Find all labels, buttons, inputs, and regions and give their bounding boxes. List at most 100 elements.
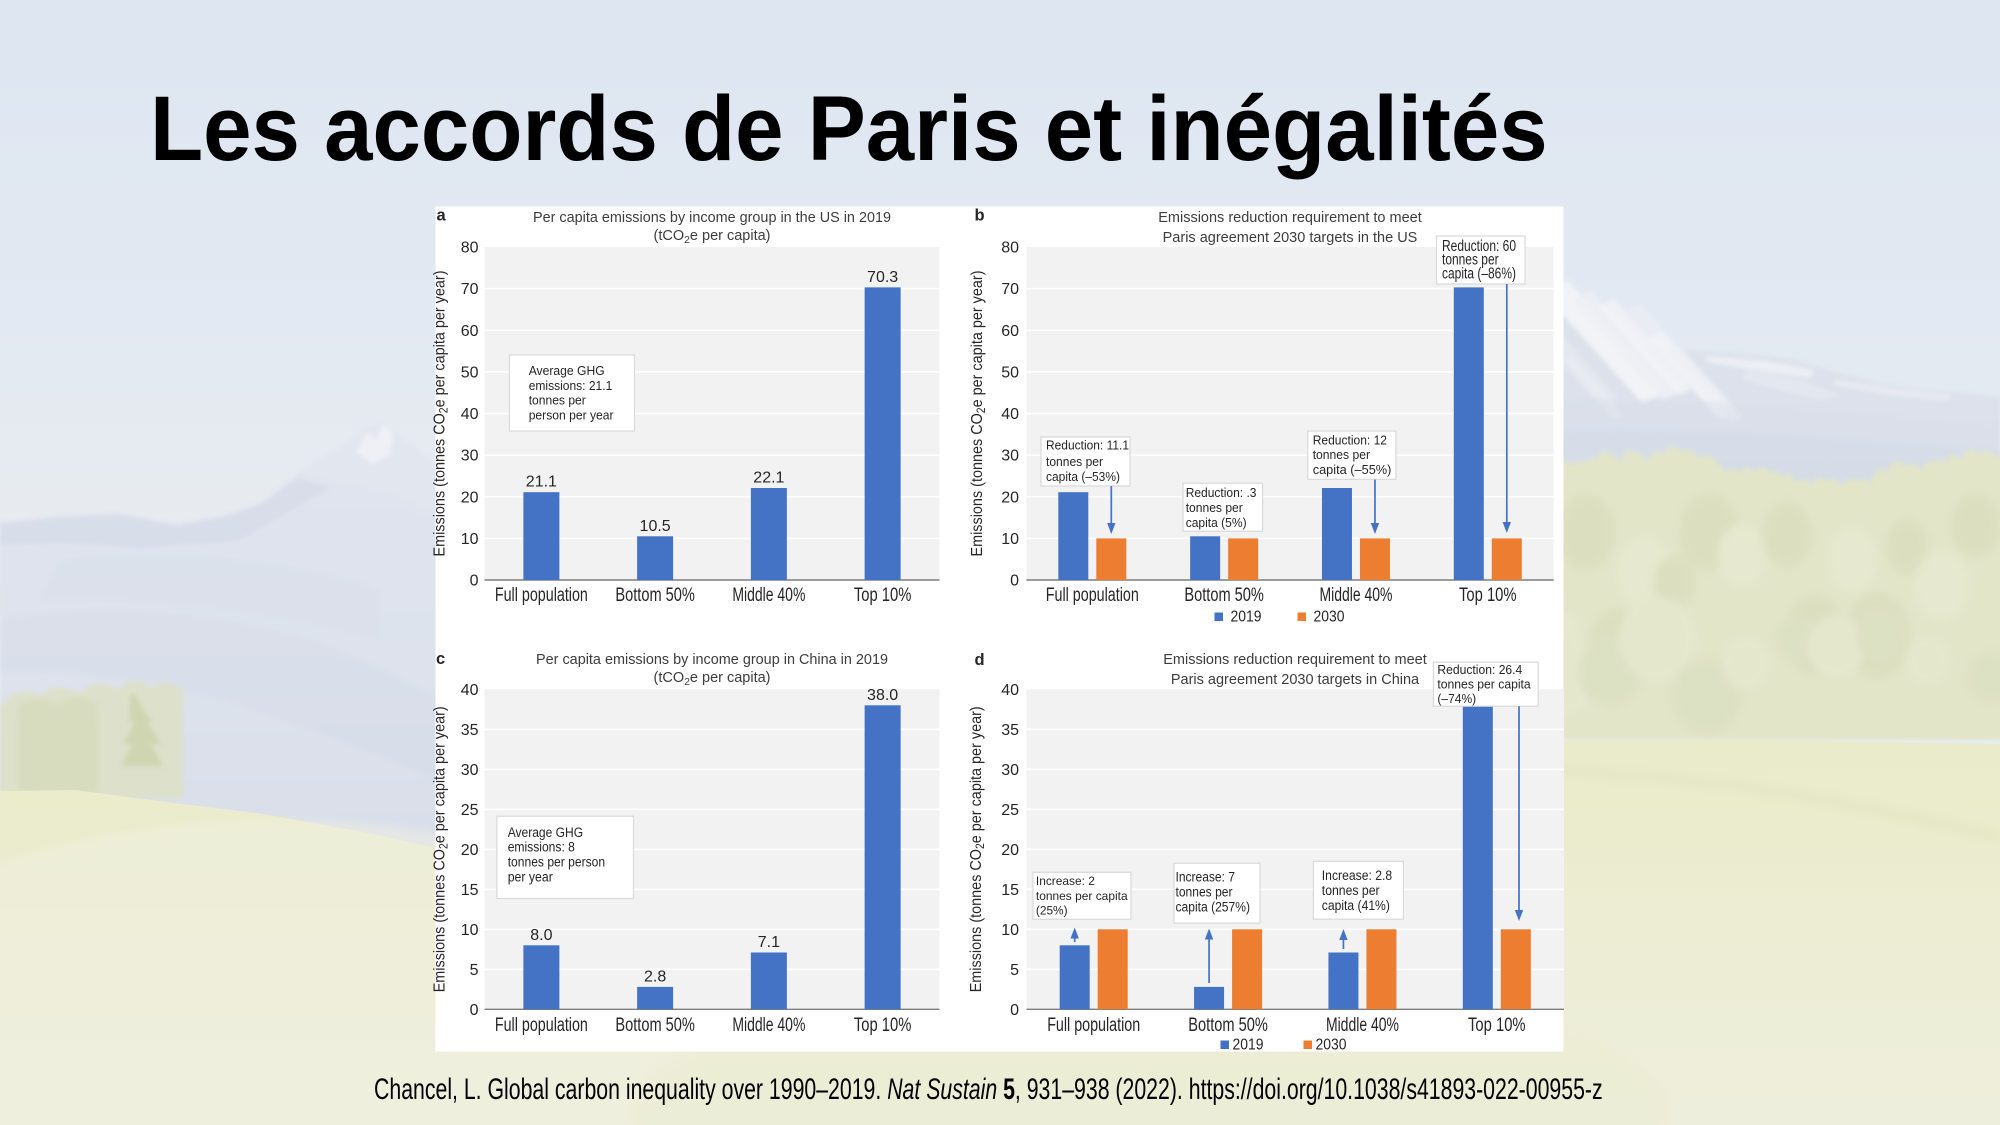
svg-text:a: a bbox=[437, 207, 447, 225]
svg-text:0: 0 bbox=[1010, 573, 1019, 590]
svg-text:10.5: 10.5 bbox=[640, 518, 671, 535]
svg-text:Full population: Full population bbox=[1046, 585, 1139, 606]
svg-text:Per capita emissions by income: Per capita emissions by income group in … bbox=[533, 210, 891, 226]
svg-text:10: 10 bbox=[461, 922, 479, 939]
svg-text:0: 0 bbox=[470, 573, 479, 590]
svg-text:Emissions (tonnes CO2e per cap: Emissions (tonnes CO2e per capita per ye… bbox=[969, 271, 988, 557]
svg-text:7.1: 7.1 bbox=[758, 934, 780, 951]
svg-text:35: 35 bbox=[1001, 722, 1019, 739]
svg-text:Full population: Full population bbox=[495, 1015, 588, 1036]
svg-text:capita (–55%): capita (–55%) bbox=[1313, 462, 1392, 477]
svg-text:(tCO2e per capita): (tCO2e per capita) bbox=[653, 228, 770, 246]
svg-text:10: 10 bbox=[461, 531, 479, 548]
svg-text:c: c bbox=[436, 650, 445, 668]
svg-text:Emissions (tonnes CO2e per cap: Emissions (tonnes CO2e per capita per ye… bbox=[432, 271, 451, 557]
svg-text:5: 5 bbox=[470, 962, 479, 979]
svg-text:emissions: 21.1: emissions: 21.1 bbox=[529, 379, 613, 393]
svg-text:70: 70 bbox=[461, 281, 479, 298]
svg-text:10: 10 bbox=[1001, 922, 1019, 939]
svg-text:8.0: 8.0 bbox=[530, 927, 552, 944]
svg-text:Bottom 50%: Bottom 50% bbox=[615, 585, 695, 606]
svg-text:35: 35 bbox=[461, 722, 479, 739]
svg-text:30: 30 bbox=[1001, 762, 1019, 779]
svg-text:20: 20 bbox=[461, 489, 479, 506]
svg-text:80: 80 bbox=[461, 240, 479, 257]
svg-text:Emissions reduction requiremen: Emissions reduction requirement to meet bbox=[1158, 210, 1422, 226]
svg-text:(tCO2e per capita): (tCO2e per capita) bbox=[653, 670, 770, 688]
svg-text:Reduction: 12: Reduction: 12 bbox=[1313, 432, 1387, 447]
svg-text:Paris agreement 2030 targets i: Paris agreement 2030 targets in China bbox=[1171, 672, 1420, 688]
svg-text:capita (257%): capita (257%) bbox=[1176, 899, 1251, 915]
svg-text:Top 10%: Top 10% bbox=[1468, 1015, 1526, 1036]
svg-text:15: 15 bbox=[1001, 882, 1019, 899]
svg-text:Reduction: .3: Reduction: .3 bbox=[1186, 485, 1257, 500]
svg-text:2019: 2019 bbox=[1231, 609, 1262, 626]
svg-text:Increase: 2: Increase: 2 bbox=[1036, 874, 1095, 888]
svg-text:Middle 40%: Middle 40% bbox=[1326, 1015, 1399, 1036]
svg-text:per year: per year bbox=[508, 869, 554, 884]
svg-text:20: 20 bbox=[1001, 489, 1019, 506]
svg-text:40: 40 bbox=[1001, 406, 1019, 423]
svg-text:38.0: 38.0 bbox=[867, 687, 898, 704]
svg-text:Top 10%: Top 10% bbox=[1459, 585, 1517, 606]
svg-text:capita (41%): capita (41%) bbox=[1322, 898, 1390, 913]
svg-text:Bottom 50%: Bottom 50% bbox=[615, 1015, 695, 1036]
svg-text:2019: 2019 bbox=[1233, 1037, 1264, 1054]
svg-text:Increase: 2.8: Increase: 2.8 bbox=[1322, 868, 1392, 883]
svg-text:Middle 40%: Middle 40% bbox=[732, 1015, 805, 1036]
svg-text:5: 5 bbox=[1010, 962, 1019, 979]
svg-text:Reduction: 26.4: Reduction: 26.4 bbox=[1437, 662, 1522, 677]
svg-text:30: 30 bbox=[461, 448, 479, 465]
svg-text:(25%): (25%) bbox=[1036, 904, 1068, 918]
svg-text:60: 60 bbox=[461, 323, 479, 340]
svg-text:tonnes per capita: tonnes per capita bbox=[1036, 889, 1128, 903]
svg-text:Paris agreement 2030 targets i: Paris agreement 2030 targets in the US bbox=[1163, 230, 1418, 246]
svg-text:tonnes per: tonnes per bbox=[1442, 252, 1499, 269]
svg-text:80: 80 bbox=[1001, 240, 1019, 257]
svg-text:Full population: Full population bbox=[1047, 1015, 1140, 1036]
svg-text:Bottom 50%: Bottom 50% bbox=[1184, 585, 1264, 606]
svg-text:70.3: 70.3 bbox=[867, 269, 898, 286]
svg-text:70: 70 bbox=[1001, 281, 1019, 298]
svg-text:2030: 2030 bbox=[1314, 609, 1345, 626]
svg-text:Emissions reduction requiremen: Emissions reduction requirement to meet bbox=[1163, 652, 1427, 668]
svg-text:Middle 40%: Middle 40% bbox=[732, 585, 805, 606]
svg-text:20: 20 bbox=[1001, 842, 1019, 859]
svg-text:capita (–86%): capita (–86%) bbox=[1442, 265, 1516, 282]
svg-text:40: 40 bbox=[461, 682, 479, 699]
svg-text:50: 50 bbox=[461, 364, 479, 381]
svg-text:tonnes per: tonnes per bbox=[529, 394, 586, 408]
svg-text:15: 15 bbox=[461, 882, 479, 899]
svg-text:50: 50 bbox=[1001, 364, 1019, 381]
svg-text:Top 10%: Top 10% bbox=[854, 585, 912, 606]
svg-text:Reduction: 11.1: Reduction: 11.1 bbox=[1046, 439, 1129, 453]
svg-text:tonnes per: tonnes per bbox=[1046, 455, 1103, 469]
svg-text:person per year: person per year bbox=[529, 408, 614, 422]
svg-text:Reduction: 60: Reduction: 60 bbox=[1442, 238, 1516, 255]
svg-text:tonnes per: tonnes per bbox=[1322, 883, 1380, 898]
svg-text:30: 30 bbox=[1001, 448, 1019, 465]
svg-text:b: b bbox=[975, 207, 985, 225]
svg-text:25: 25 bbox=[461, 802, 479, 819]
svg-text:20: 20 bbox=[461, 842, 479, 859]
svg-text:10: 10 bbox=[1001, 531, 1019, 548]
svg-text:emissions: 8: emissions: 8 bbox=[508, 840, 575, 855]
svg-text:2.8: 2.8 bbox=[644, 968, 666, 985]
svg-text:tonnes per: tonnes per bbox=[1186, 500, 1244, 515]
svg-text:d: d bbox=[975, 651, 985, 669]
svg-text:0: 0 bbox=[470, 1002, 479, 1019]
svg-text:tonnes per: tonnes per bbox=[1176, 885, 1233, 901]
svg-text:Bottom 50%: Bottom 50% bbox=[1188, 1015, 1268, 1036]
svg-text:Full population: Full population bbox=[495, 585, 588, 606]
svg-text:Emissions (tonnes CO2e per cap: Emissions (tonnes CO2e per capita per ye… bbox=[432, 706, 451, 992]
svg-text:Average GHG: Average GHG bbox=[529, 364, 605, 378]
svg-text:21.1: 21.1 bbox=[526, 474, 557, 491]
svg-text:capita (–53%): capita (–53%) bbox=[1046, 470, 1120, 484]
svg-text:Per capita emissions by income: Per capita emissions by income group in … bbox=[536, 652, 888, 668]
svg-text:25: 25 bbox=[1001, 802, 1019, 819]
svg-text:tonnes per person: tonnes per person bbox=[508, 855, 605, 870]
svg-text:Average GHG: Average GHG bbox=[508, 825, 583, 840]
svg-text:60: 60 bbox=[1001, 323, 1019, 340]
svg-text:tonnes per capita: tonnes per capita bbox=[1437, 676, 1531, 691]
svg-text:22.1: 22.1 bbox=[753, 470, 784, 487]
